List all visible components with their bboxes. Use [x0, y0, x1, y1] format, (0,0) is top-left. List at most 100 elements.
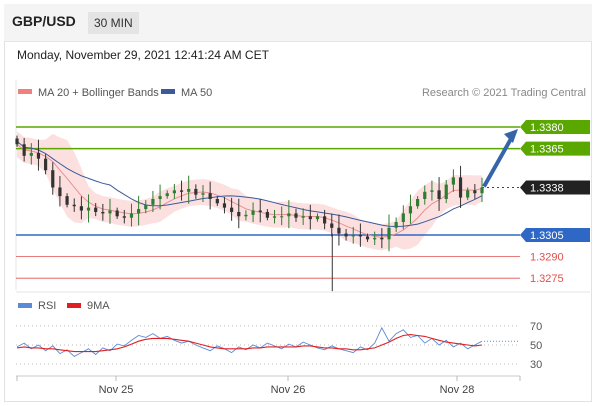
candle-body: [165, 193, 169, 197]
rsi-tick-label: 30: [530, 359, 542, 371]
rsi-legend-label: RSI: [38, 300, 56, 312]
rsi-tick-label: 70: [530, 321, 542, 333]
candle-body: [158, 196, 162, 199]
candle-body: [222, 203, 227, 208]
bollinger-band: [17, 131, 482, 251]
price-level-label: 1.3365: [530, 144, 564, 156]
candle-body: [51, 170, 55, 188]
candle-body: [344, 233, 348, 237]
candle-body: [473, 190, 477, 194]
candle-body: [308, 216, 312, 220]
rsi-line: [16, 326, 483, 357]
projection-arrow-shaft: [482, 136, 514, 188]
price-level-label: 1.3275: [530, 273, 564, 285]
candle-body: [230, 207, 234, 212]
candle-body: [151, 199, 155, 205]
ma50-legend-swatch: [161, 89, 175, 94]
candle-body: [480, 187, 484, 194]
candle-body: [79, 206, 83, 211]
candle-body: [44, 158, 48, 171]
candle-body: [408, 206, 413, 214]
x-tick-label: Nov 26: [271, 384, 306, 396]
candle-body: [208, 193, 212, 199]
candle-body: [65, 196, 69, 205]
candle-body: [466, 190, 470, 198]
candle-body: [115, 210, 119, 217]
ma50-line: [16, 141, 483, 228]
candle-body: [72, 204, 76, 207]
price-chart: 1.3380 1.3365 1.3338 1.3305 1.3290 1.3275: [15, 120, 590, 292]
price-level-tag: [520, 120, 590, 134]
timestamp: Monday, November 29, 2021 12:41:24 AM CE…: [17, 48, 269, 62]
candle-body: [451, 177, 455, 185]
price-level-label: 1.3305: [530, 230, 564, 242]
price-level-label: 1.3338: [530, 182, 564, 194]
candle-body: [458, 177, 463, 198]
candle-body: [444, 184, 448, 199]
candle-body: [301, 216, 305, 218]
candle-body: [416, 199, 420, 207]
x-axis: Nov 25 Nov 26 Nov 28: [16, 376, 521, 396]
candle-body: [387, 227, 391, 240]
candle-body: [358, 235, 362, 237]
candle-body: [15, 138, 19, 145]
candle-body: [265, 211, 269, 218]
candle-body: [122, 216, 126, 218]
candle-body: [58, 187, 62, 197]
price-level-label: 1.3290: [530, 252, 564, 264]
price-level-label: 1.3380: [530, 122, 564, 134]
candle-body: [215, 199, 219, 204]
price-level-tag: [520, 141, 590, 156]
candle-body: [179, 190, 184, 192]
rsi-chart: 70 50 30: [16, 321, 542, 371]
candle-body: [244, 214, 248, 217]
candle-body: [94, 207, 98, 212]
instrument-label: GBP/USD: [12, 13, 76, 29]
candle-body: [280, 216, 284, 218]
x-tick-label: Nov 28: [440, 384, 475, 396]
candle-body: [373, 237, 377, 240]
candle-body: [129, 213, 134, 218]
candle-body: [137, 209, 141, 214]
candle-body: [36, 152, 41, 159]
candle-body: [22, 144, 26, 156]
x-tick-label: Nov 25: [99, 384, 134, 396]
rsi-legend-swatch: [18, 303, 32, 308]
candle-body: [294, 213, 298, 218]
candle-body: [423, 191, 427, 199]
candle-body: [144, 204, 148, 210]
candle-body: [401, 213, 405, 223]
candle-body: [315, 216, 320, 220]
ma20-legend-swatch: [18, 89, 32, 94]
ma50-legend-label: MA 50: [181, 87, 212, 99]
price-level-tag: [520, 180, 590, 195]
ma20-legend-label: MA 20 + Bollinger Bands: [38, 87, 159, 99]
candle-body: [108, 210, 112, 214]
candle-body: [187, 188, 191, 192]
candle-body: [172, 190, 176, 194]
candle-body: [437, 190, 441, 199]
rsi-ma-legend-swatch: [67, 303, 81, 308]
candle-body: [365, 236, 370, 240]
candle-body: [237, 211, 241, 217]
candle-body: [29, 152, 33, 156]
timeframe-button[interactable]: 30 MIN: [88, 12, 139, 34]
candle-body: [330, 223, 334, 228]
candle-body: [101, 211, 105, 214]
price-level-tag: [520, 228, 590, 242]
credit-label: Research © 2021 Trading Central: [422, 87, 586, 99]
candle-body: [194, 188, 198, 195]
rsi-ma-legend-label: 9MA: [87, 300, 110, 312]
candle-body: [337, 227, 341, 234]
candle-body: [287, 213, 291, 217]
candle-body: [430, 190, 434, 192]
candle-body: [86, 207, 91, 211]
rsi-tick-label: 50: [530, 340, 542, 352]
candle-body: [394, 222, 398, 228]
projection-arrow-head: [504, 129, 518, 143]
candle-body: [272, 216, 277, 218]
candle-body: [251, 210, 255, 215]
rsi-ma-line: [16, 334, 483, 353]
candle-body: [380, 237, 384, 240]
